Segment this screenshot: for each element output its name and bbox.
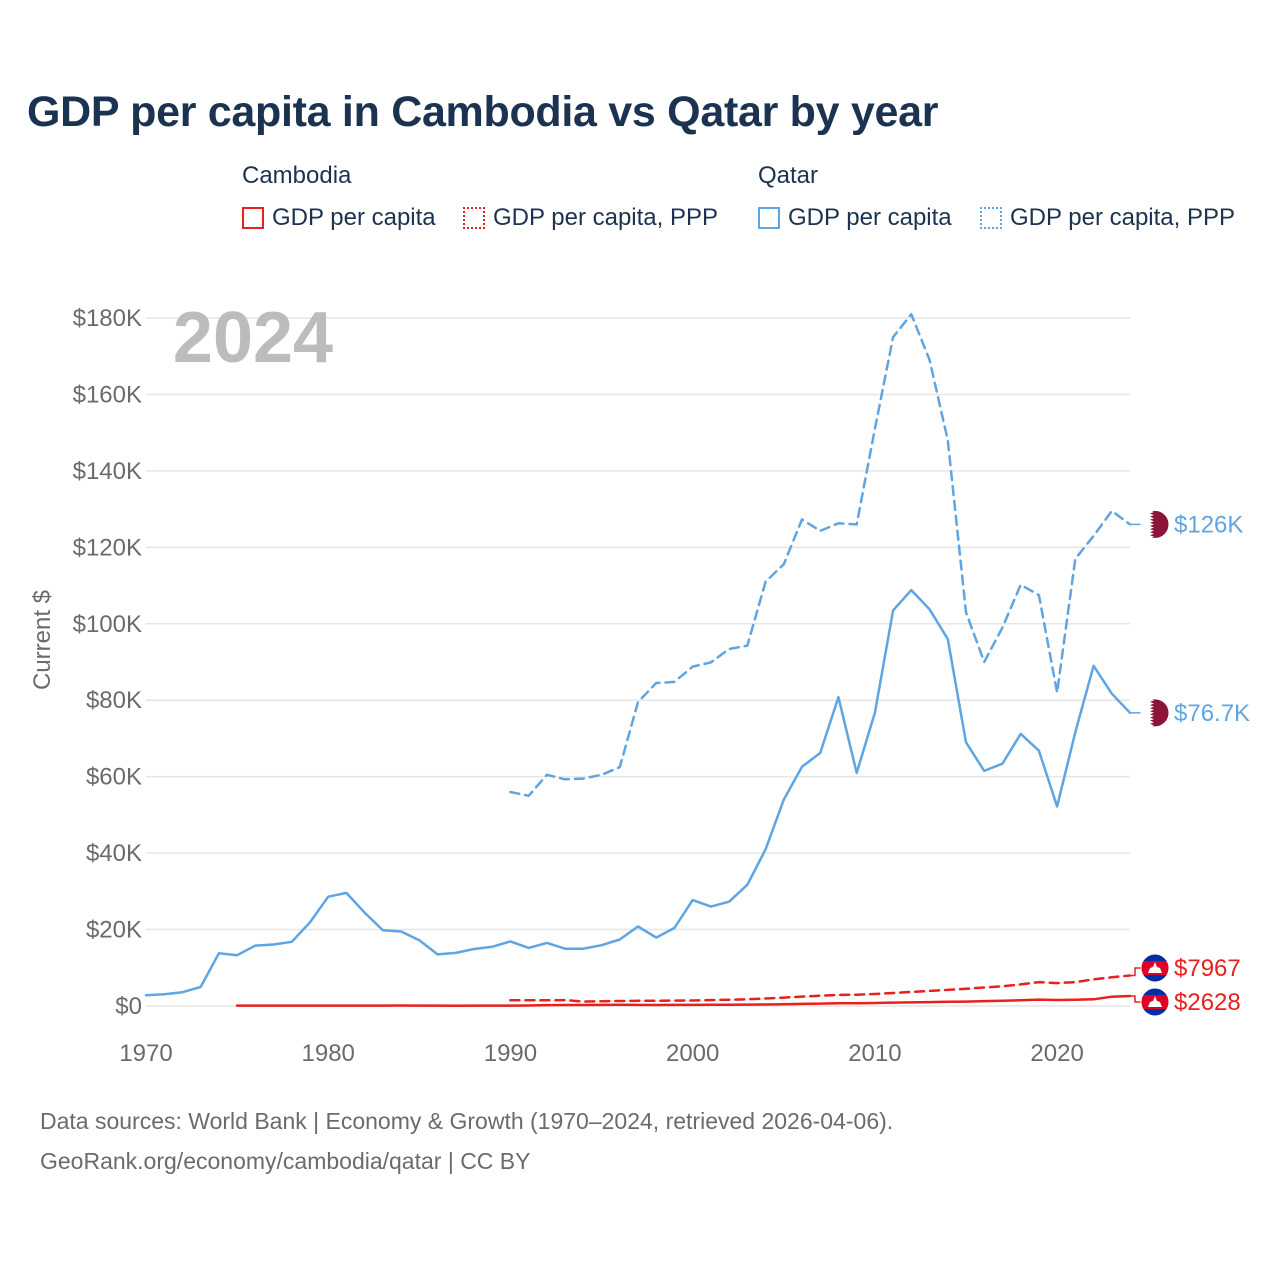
y-tick-label: $40K	[86, 840, 142, 867]
x-tick-label: 2000	[666, 1040, 719, 1067]
x-tick-label: 2010	[848, 1040, 901, 1067]
end-marker-qatar: $126K	[1130, 509, 1243, 539]
legend-label: GDP per capita	[272, 204, 436, 231]
x-tick-label: 2020	[1030, 1040, 1083, 1067]
end-value-label: $126K	[1174, 511, 1243, 538]
x-tick-label: 1980	[302, 1040, 355, 1067]
legend-label: GDP per capita, PPP	[493, 204, 718, 231]
legend-label: GDP per capita, PPP	[1010, 204, 1235, 231]
leader-line	[1130, 995, 1141, 1003]
qatar-flag-icon	[1140, 509, 1170, 539]
cambodia-flag-icon	[1140, 953, 1170, 983]
series-line-qatar-gdp-per-capita[interactable]	[144, 588, 1132, 997]
series-line-cambodia-gdp-per-capita-ppp[interactable]	[509, 974, 1132, 1003]
legend-group-qatar: Qatar	[758, 162, 819, 189]
legend-swatch	[980, 207, 1002, 229]
y-axis-ticks: $0 $20K $40K $60K $80K $100K $120K $140K $160K $1…	[73, 305, 142, 1020]
legend-swatch	[463, 207, 485, 229]
qatar-flag-icon	[1140, 698, 1170, 728]
legend-item-qatar-gdp-ppp[interactable]: GDP per capita, PPP	[980, 204, 1235, 232]
y-tick-label: $160K	[73, 381, 142, 408]
y-axis-label: Current $	[29, 590, 56, 690]
legend-item-qatar-gdp[interactable]: GDP per capita	[758, 204, 952, 232]
legend-group-cambodia: Cambodia	[242, 162, 352, 189]
y-tick-label: $60K	[86, 764, 142, 791]
y-tick-label: $180K	[73, 305, 142, 332]
y-tick-label: $140K	[73, 458, 142, 485]
end-marker-cambodia: $7967	[1130, 953, 1241, 983]
end-value-label: $76.7K	[1174, 700, 1250, 727]
end-value-label: $2628	[1174, 989, 1241, 1016]
x-tick-label: 1990	[484, 1040, 537, 1067]
legend-item-cambodia-gdp-ppp[interactable]: GDP per capita, PPP	[463, 204, 718, 232]
year-overlay: 2024	[173, 298, 333, 378]
chart-title: GDP per capita in Cambodia vs Qatar by y…	[27, 88, 939, 136]
legend-swatch	[242, 207, 264, 229]
end-value-label: $7967	[1174, 955, 1241, 982]
cambodia-flag-icon	[1140, 987, 1170, 1017]
gridlines	[146, 317, 1130, 1007]
y-tick-label: $120K	[73, 534, 142, 561]
end-marker-qatar: $76.7K	[1130, 698, 1250, 728]
x-tick-label: 1970	[119, 1040, 172, 1067]
series-line-qatar-gdp-per-capita-ppp[interactable]	[509, 312, 1132, 798]
y-tick-label: $80K	[86, 687, 142, 714]
x-axis-ticks: 1970 1980 1990 2000 2010 2020	[119, 1040, 1084, 1067]
end-markers: $126K $76.7K $7967 $2628	[1130, 509, 1250, 1017]
footer-credit: GeoRank.org/economy/cambodia/qatar | CC …	[40, 1148, 531, 1174]
leader-line	[1130, 967, 1141, 977]
end-marker-cambodia: $2628	[1130, 987, 1241, 1017]
legend-item-cambodia-gdp[interactable]: GDP per capita	[242, 204, 436, 232]
series-lines	[144, 312, 1132, 1007]
y-tick-label: $20K	[86, 917, 142, 944]
series-line-cambodia-gdp-per-capita[interactable]	[235, 994, 1132, 1007]
footer-source: Data sources: World Bank | Economy & Gro…	[40, 1108, 894, 1134]
y-tick-label: $0	[115, 993, 142, 1020]
legend-swatch	[758, 207, 780, 229]
legend-label: GDP per capita	[788, 204, 952, 231]
y-tick-label: $100K	[73, 611, 142, 638]
